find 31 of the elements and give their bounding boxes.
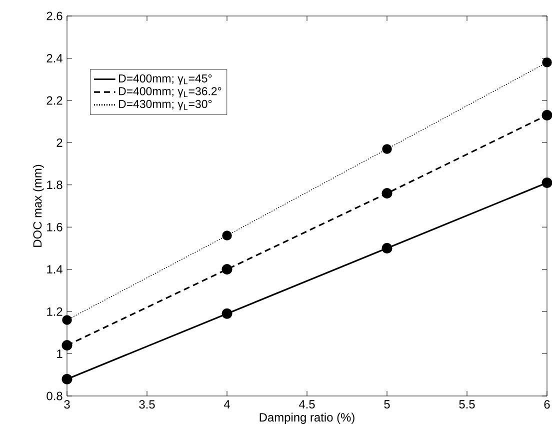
x-tick-label: 6 — [544, 400, 550, 409]
y-tick-label: 2.2 — [46, 96, 62, 105]
point — [382, 242, 392, 254]
y-tick-label: 2.6 — [46, 12, 62, 20]
x-tick-label: 5 — [384, 400, 390, 409]
y-axis-title: DOC max (mm) — [32, 164, 44, 247]
point — [222, 308, 232, 319]
point — [222, 230, 232, 240]
point — [382, 188, 392, 199]
point — [382, 144, 392, 154]
legend-label: D=400mm; γ$_{L}$=36.2° — [119, 87, 222, 98]
y-tick-label: 1 — [57, 350, 62, 358]
x-tick-label: 3 — [64, 400, 70, 409]
point — [222, 264, 232, 275]
x-tick-label: 5.5 — [459, 400, 475, 409]
legend-label: D=430mm; γ$_{L}$=30° — [119, 100, 212, 110]
y-tick-label: 1.6 — [47, 222, 62, 232]
y-tick-label: 1.2 — [47, 307, 62, 316]
point — [62, 315, 72, 325]
legend-label: D=400mm; γ$_{L}$=45° — [119, 74, 212, 85]
point — [62, 374, 72, 384]
y-tick-label: 1.8 — [47, 180, 62, 190]
x-tick-label: 4 — [224, 400, 230, 408]
point — [62, 340, 72, 351]
x-tick-label: 4.5 — [298, 400, 315, 409]
y-tick-label: 2.4 — [46, 54, 62, 62]
y-tick-label: 2 — [56, 138, 62, 147]
x-axis-title: Damping ratio (%) — [260, 412, 354, 424]
x-tick-label: 3.5 — [139, 400, 155, 409]
y-tick-label: 0.8 — [46, 392, 62, 400]
y-tick-label: 1.4 — [47, 265, 62, 274]
